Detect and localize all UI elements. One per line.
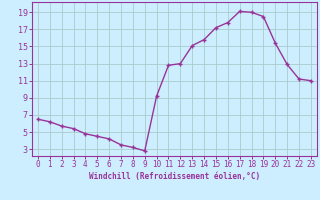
X-axis label: Windchill (Refroidissement éolien,°C): Windchill (Refroidissement éolien,°C) bbox=[89, 172, 260, 181]
